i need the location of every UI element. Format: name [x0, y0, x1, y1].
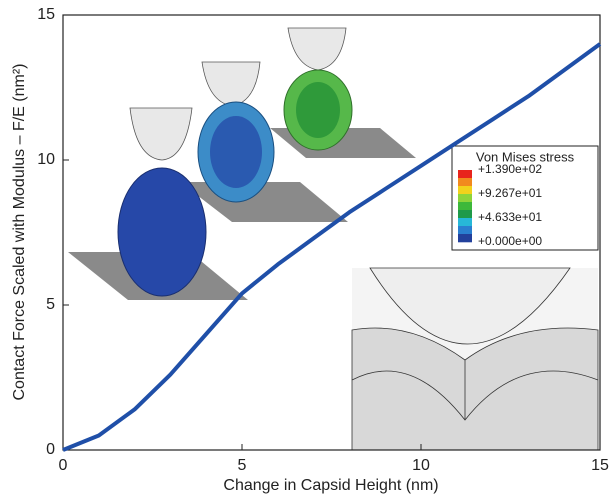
- y-tick-label: 10: [37, 151, 55, 168]
- colorbar-band: [458, 210, 472, 218]
- colorbar-band: [458, 226, 472, 234]
- colorbar-band: [458, 186, 472, 194]
- y-tick-label: 15: [37, 6, 55, 23]
- y-tick-label: 5: [46, 296, 55, 313]
- colorbar-band: [458, 170, 472, 178]
- colorbar-band: [458, 234, 472, 242]
- colorbar-band: [458, 218, 472, 226]
- x-tick-label: 15: [591, 457, 609, 474]
- colorbar-label: +4.633e+01: [478, 210, 542, 224]
- colorbar-band: [458, 178, 472, 186]
- x-tick-label: 0: [59, 457, 68, 474]
- colorbar-label: +9.267e+01: [478, 186, 542, 200]
- x-tick-label: 5: [238, 457, 247, 474]
- colorbar-band: [458, 194, 472, 202]
- y-axis-title: Contact Force Scaled with Modulus – F/E …: [11, 63, 28, 400]
- x-tick-label: 10: [412, 457, 430, 474]
- y-tick-label: 0: [46, 441, 55, 458]
- colorbar-label: +0.000e+00: [478, 234, 542, 248]
- colorbar-label: +1.390e+02: [478, 162, 542, 176]
- chart: Change in Capsid Height (nm) Contact For…: [0, 0, 611, 500]
- colorbar-band: [458, 202, 472, 210]
- x-axis-title: Change in Capsid Height (nm): [223, 477, 438, 494]
